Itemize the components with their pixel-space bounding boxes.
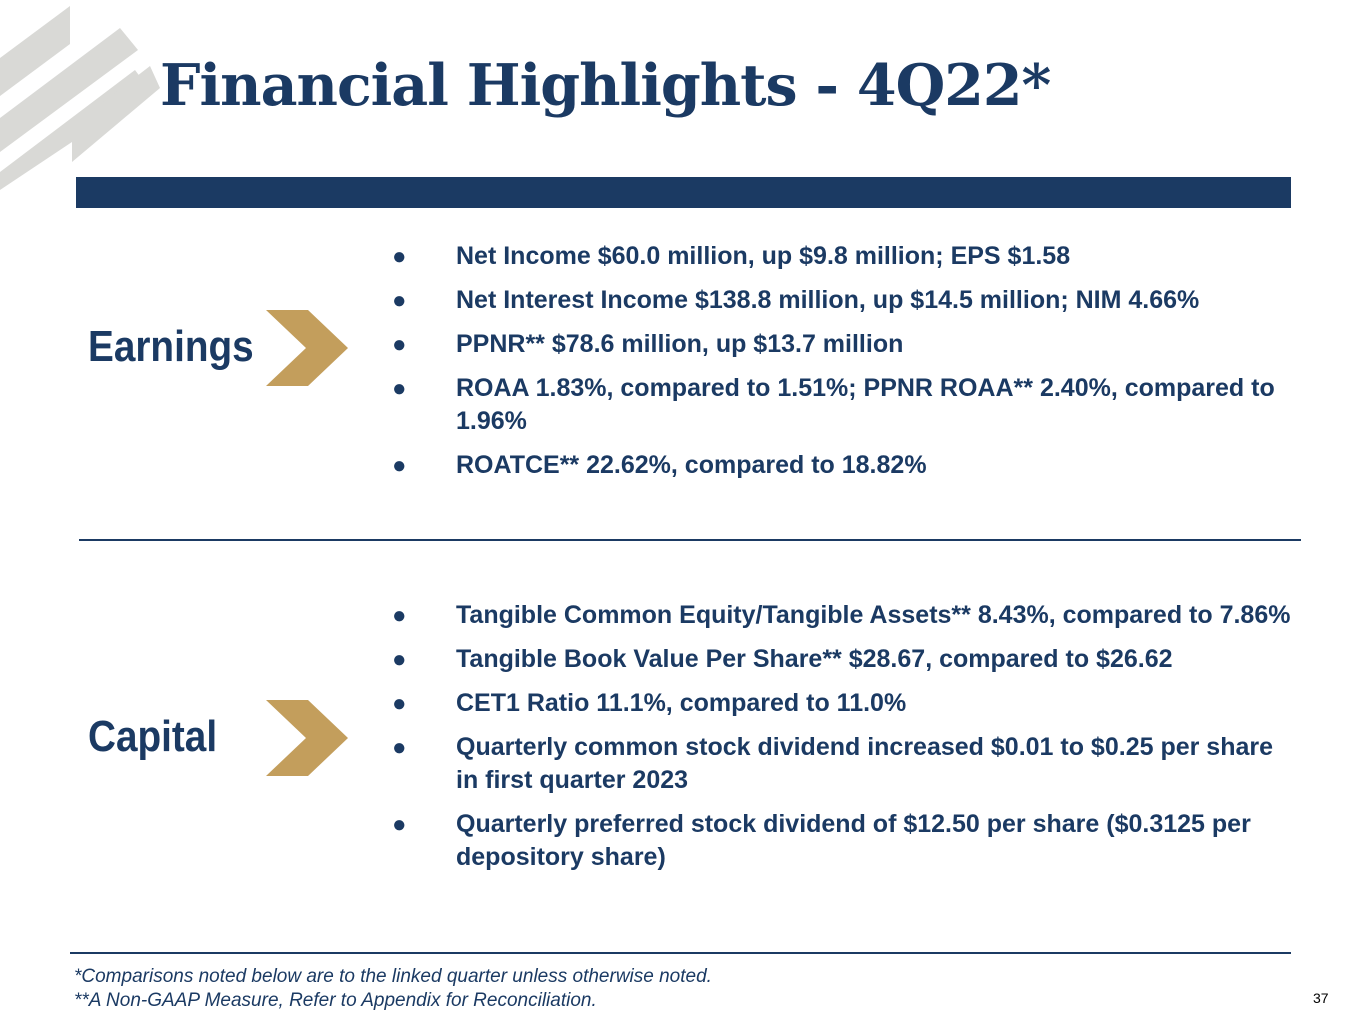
- bullet-dot-icon: ●: [392, 646, 407, 673]
- list-item: ● Quarterly preferred stock dividend of $…: [386, 808, 1291, 874]
- bullet-dot-icon: ●: [392, 287, 407, 314]
- bullet-dot-icon: ●: [392, 375, 407, 402]
- bullet-text: ROATCE** 22.62%, compared to 18.82%: [456, 451, 927, 479]
- list-item: ● Net Income $60.0 million, up $9.8 milli…: [386, 240, 1291, 273]
- bullet-dot-icon: ●: [392, 243, 407, 270]
- bullet-text: PPNR** $78.6 million, up $13.7 million: [456, 330, 904, 358]
- list-item: ● Tangible Common Equity/Tangible Assets*…: [386, 599, 1291, 632]
- list-item: ● Tangible Book Value Per Share** $28.67,…: [386, 643, 1291, 676]
- bullet-text: Net Interest Income $138.8 million, up $…: [456, 286, 1200, 314]
- diagonal-stripes-logo-icon: [0, 6, 160, 190]
- earnings-bullet-list: ● Net Income $60.0 million, up $9.8 milli…: [386, 240, 1291, 493]
- bullet-dot-icon: ●: [392, 734, 407, 761]
- list-item: ● ROAA 1.83%, compared to 1.51%; PPNR ROA…: [386, 372, 1291, 438]
- title-underline-bar: [76, 177, 1291, 208]
- footnote-non-gaap: **A Non-GAAP Measure, Refer to Appendix …: [74, 990, 597, 1011]
- page-title: Financial Highlights - 4Q22*: [160, 52, 1051, 119]
- bullet-text: Quarterly preferred stock dividend of $1…: [456, 810, 1251, 871]
- page-number: 37: [1313, 990, 1329, 1006]
- footnote-comparisons: *Comparisons noted below are to the link…: [74, 966, 712, 987]
- bullet-dot-icon: ●: [392, 452, 407, 479]
- bullet-text: Tangible Common Equity/Tangible Assets**…: [456, 601, 1291, 629]
- bullet-text: Quarterly common stock dividend increase…: [456, 733, 1274, 794]
- list-item: ● ROATCE** 22.62%, compared to 18.82%: [386, 449, 1291, 482]
- capital-bullet-list: ● Tangible Common Equity/Tangible Assets*…: [386, 599, 1291, 885]
- section-label-capital: Capital: [88, 712, 218, 761]
- bullet-dot-icon: ●: [392, 690, 407, 717]
- bullet-dot-icon: ●: [392, 602, 407, 629]
- list-item: ● Net Interest Income $138.8 million, up …: [386, 284, 1291, 317]
- footer-divider: [70, 952, 1291, 954]
- chevron-right-icon: [266, 310, 348, 386]
- chevron-right-icon: [266, 700, 348, 776]
- bullet-dot-icon: ●: [392, 331, 407, 358]
- bullet-text: Net Income $60.0 million, up $9.8 millio…: [456, 242, 1071, 270]
- bullet-text: ROAA 1.83%, compared to 1.51%; PPNR ROAA…: [456, 374, 1275, 435]
- list-item: ● Quarterly common stock dividend increas…: [386, 731, 1291, 797]
- bullet-dot-icon: ●: [392, 811, 407, 838]
- list-item: ● PPNR** $78.6 million, up $13.7 million: [386, 328, 1291, 361]
- section-label-earnings: Earnings: [88, 322, 254, 371]
- bullet-text: Tangible Book Value Per Share** $28.67, …: [456, 645, 1173, 673]
- list-item: ● CET1 Ratio 11.1%, compared to 11.0%: [386, 687, 1291, 720]
- bullet-text: CET1 Ratio 11.1%, compared to 11.0%: [456, 689, 907, 717]
- section-divider: [79, 539, 1301, 541]
